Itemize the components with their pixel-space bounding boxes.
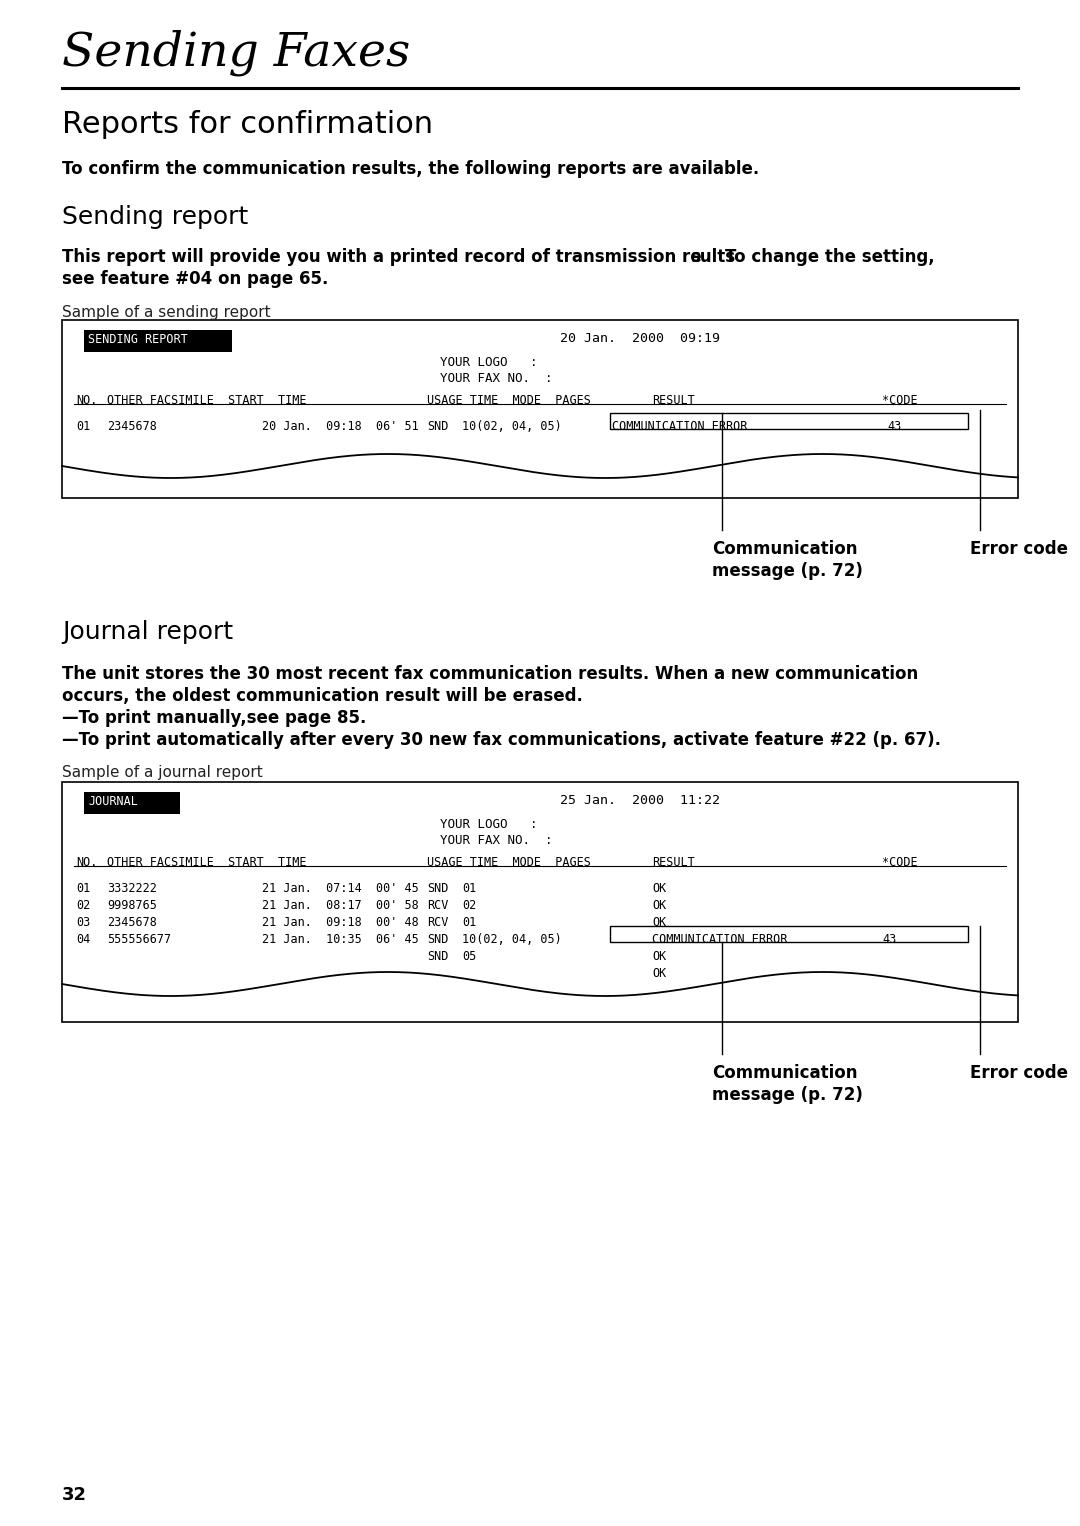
Text: 01: 01 bbox=[76, 420, 91, 433]
Text: 32: 32 bbox=[62, 1486, 87, 1505]
Text: Communication: Communication bbox=[712, 1064, 858, 1082]
Text: Sending Faxes: Sending Faxes bbox=[62, 31, 410, 76]
Text: The unit stores the 30 most recent fax communication results. When a new communi: The unit stores the 30 most recent fax c… bbox=[62, 665, 918, 684]
Text: YOUR LOGO   :: YOUR LOGO : bbox=[440, 356, 538, 369]
Text: YOUR FAX NO.  :: YOUR FAX NO. : bbox=[440, 835, 553, 847]
Text: COMMUNICATION ERROR: COMMUNICATION ERROR bbox=[652, 932, 787, 946]
Text: —To print automatically after every 30 new fax communications, activate feature : —To print automatically after every 30 n… bbox=[62, 731, 941, 749]
Text: 02: 02 bbox=[76, 899, 91, 913]
Text: 05: 05 bbox=[462, 951, 476, 963]
Text: 20 Jan.  2000  09:19: 20 Jan. 2000 09:19 bbox=[561, 333, 720, 345]
Text: NO.: NO. bbox=[76, 394, 97, 407]
Text: Error code: Error code bbox=[970, 1064, 1068, 1082]
Text: Sending report: Sending report bbox=[62, 204, 248, 229]
Text: SENDING REPORT: SENDING REPORT bbox=[87, 333, 188, 346]
Bar bbox=[62, 320, 1018, 497]
Text: 25 Jan.  2000  11:22: 25 Jan. 2000 11:22 bbox=[561, 794, 720, 807]
Text: occurs, the oldest communication result will be erased.: occurs, the oldest communication result … bbox=[62, 687, 583, 705]
Text: JOURNAL: JOURNAL bbox=[87, 795, 138, 807]
Text: NO.: NO. bbox=[76, 856, 97, 868]
Text: OK: OK bbox=[652, 899, 666, 913]
Text: OTHER FACSIMILE  START  TIME: OTHER FACSIMILE START TIME bbox=[107, 394, 307, 407]
Text: sults: sults bbox=[690, 249, 735, 266]
Text: Journal report: Journal report bbox=[62, 620, 233, 644]
Text: SND: SND bbox=[427, 932, 448, 946]
Text: 21 Jan.  09:18  00' 48: 21 Jan. 09:18 00' 48 bbox=[262, 916, 419, 929]
Text: 21 Jan.  10:35  06' 45: 21 Jan. 10:35 06' 45 bbox=[262, 932, 419, 946]
Text: SND: SND bbox=[427, 882, 448, 896]
Text: YOUR FAX NO.  :: YOUR FAX NO. : bbox=[440, 372, 553, 385]
Text: Reports for confirmation: Reports for confirmation bbox=[62, 110, 433, 139]
Text: see feature #04 on page 65.: see feature #04 on page 65. bbox=[62, 270, 328, 288]
Text: 04: 04 bbox=[76, 932, 91, 946]
Text: OTHER FACSIMILE  START  TIME: OTHER FACSIMILE START TIME bbox=[107, 856, 307, 868]
Text: message (p. 72): message (p. 72) bbox=[712, 562, 863, 580]
Text: USAGE TIME  MODE  PAGES: USAGE TIME MODE PAGES bbox=[427, 394, 591, 407]
Text: OK: OK bbox=[652, 916, 666, 929]
Text: 2345678: 2345678 bbox=[107, 420, 157, 433]
Text: To change the setting,: To change the setting, bbox=[725, 249, 934, 266]
Text: 555556677: 555556677 bbox=[107, 932, 171, 946]
Text: 21 Jan.  08:17  00' 58: 21 Jan. 08:17 00' 58 bbox=[262, 899, 419, 913]
Bar bbox=[62, 781, 1018, 1022]
Text: OK: OK bbox=[652, 882, 666, 896]
Text: RESULT: RESULT bbox=[652, 856, 694, 868]
Text: —To print manually,see page 85.: —To print manually,see page 85. bbox=[62, 710, 366, 726]
Text: SND: SND bbox=[427, 420, 448, 433]
Text: message (p. 72): message (p. 72) bbox=[712, 1087, 863, 1103]
Text: OK: OK bbox=[652, 951, 666, 963]
Text: 03: 03 bbox=[76, 916, 91, 929]
Text: 01: 01 bbox=[462, 882, 476, 896]
Text: 01: 01 bbox=[462, 916, 476, 929]
Text: COMMUNICATION ERROR: COMMUNICATION ERROR bbox=[612, 420, 747, 433]
Text: 43: 43 bbox=[887, 420, 901, 433]
Text: Error code: Error code bbox=[970, 540, 1068, 559]
Text: 2345678: 2345678 bbox=[107, 916, 157, 929]
Text: RCV: RCV bbox=[427, 899, 448, 913]
Text: *CODE: *CODE bbox=[882, 394, 918, 407]
Text: 20 Jan.  09:18  06' 51: 20 Jan. 09:18 06' 51 bbox=[262, 420, 419, 433]
Bar bbox=[610, 926, 968, 942]
Text: 43: 43 bbox=[882, 932, 896, 946]
Text: SND: SND bbox=[427, 951, 448, 963]
Text: 3332222: 3332222 bbox=[107, 882, 157, 896]
Bar bbox=[84, 792, 180, 813]
Text: This report will provide you with a printed record of transmission re: This report will provide you with a prin… bbox=[62, 249, 702, 266]
Text: RCV: RCV bbox=[427, 916, 448, 929]
Text: YOUR LOGO   :: YOUR LOGO : bbox=[440, 818, 538, 832]
Text: 10(02, 04, 05): 10(02, 04, 05) bbox=[462, 932, 562, 946]
Text: Communication: Communication bbox=[712, 540, 858, 559]
Text: 9998765: 9998765 bbox=[107, 899, 157, 913]
Bar bbox=[84, 330, 232, 353]
Text: 10(02, 04, 05): 10(02, 04, 05) bbox=[462, 420, 562, 433]
Text: 01: 01 bbox=[76, 882, 91, 896]
Text: 21 Jan.  07:14  00' 45: 21 Jan. 07:14 00' 45 bbox=[262, 882, 419, 896]
Text: 02: 02 bbox=[462, 899, 476, 913]
Text: Sample of a sending report: Sample of a sending report bbox=[62, 305, 271, 320]
Text: To confirm the communication results, the following reports are available.: To confirm the communication results, th… bbox=[62, 160, 759, 179]
Text: USAGE TIME  MODE  PAGES: USAGE TIME MODE PAGES bbox=[427, 856, 591, 868]
Bar bbox=[610, 414, 968, 429]
Text: Sample of a journal report: Sample of a journal report bbox=[62, 765, 262, 780]
Text: OK: OK bbox=[652, 967, 666, 980]
Text: RESULT: RESULT bbox=[652, 394, 694, 407]
Text: *CODE: *CODE bbox=[882, 856, 918, 868]
